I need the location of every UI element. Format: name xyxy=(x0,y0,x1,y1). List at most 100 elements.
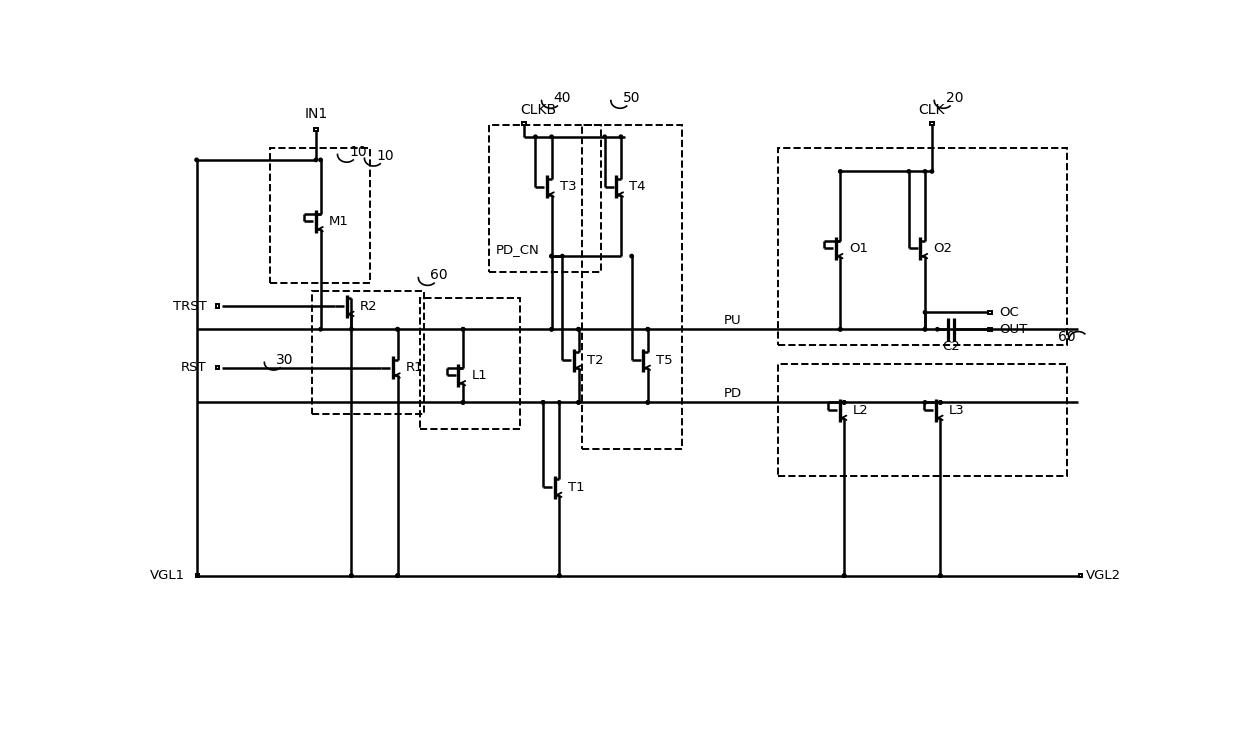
Text: R1: R1 xyxy=(405,362,424,374)
Circle shape xyxy=(542,401,544,404)
Circle shape xyxy=(396,327,399,331)
Circle shape xyxy=(646,327,650,331)
Circle shape xyxy=(560,254,564,258)
Circle shape xyxy=(646,327,650,331)
Text: CLK: CLK xyxy=(919,103,945,117)
Text: T2: T2 xyxy=(587,354,604,367)
Text: T3: T3 xyxy=(560,180,577,193)
Bar xyxy=(196,574,200,577)
Circle shape xyxy=(396,327,399,331)
Text: PD: PD xyxy=(724,386,743,399)
Text: 50: 50 xyxy=(622,91,640,105)
Bar xyxy=(988,311,992,314)
Bar xyxy=(216,366,219,370)
Text: 60: 60 xyxy=(430,268,448,282)
Circle shape xyxy=(619,135,622,139)
Circle shape xyxy=(577,327,580,331)
Circle shape xyxy=(549,327,553,331)
Circle shape xyxy=(577,327,580,331)
Text: PU: PU xyxy=(724,313,742,327)
Bar xyxy=(582,125,682,448)
Circle shape xyxy=(350,327,353,331)
Circle shape xyxy=(939,574,942,577)
Circle shape xyxy=(396,574,399,577)
Bar xyxy=(1079,574,1083,577)
Circle shape xyxy=(461,401,465,404)
Text: CLKB: CLKB xyxy=(520,103,556,117)
Text: T4: T4 xyxy=(630,180,646,193)
Text: T1: T1 xyxy=(568,480,584,494)
Text: OC: OC xyxy=(999,306,1019,319)
Text: L2: L2 xyxy=(853,404,868,416)
Circle shape xyxy=(319,158,322,162)
Bar xyxy=(270,148,370,283)
Circle shape xyxy=(533,135,537,139)
Circle shape xyxy=(842,401,846,404)
Text: 10: 10 xyxy=(377,149,394,163)
Circle shape xyxy=(558,574,560,577)
Circle shape xyxy=(549,327,553,331)
Circle shape xyxy=(842,574,846,577)
Text: R2: R2 xyxy=(360,300,377,313)
Circle shape xyxy=(924,170,926,173)
Text: T5: T5 xyxy=(656,354,673,367)
Bar xyxy=(312,291,424,414)
Circle shape xyxy=(195,158,198,162)
Circle shape xyxy=(350,574,353,577)
Text: C2: C2 xyxy=(942,340,960,353)
Text: O2: O2 xyxy=(934,242,952,255)
Bar xyxy=(216,305,219,308)
Circle shape xyxy=(939,401,942,404)
Bar xyxy=(777,148,1066,345)
Bar xyxy=(930,122,934,125)
Circle shape xyxy=(838,170,842,173)
Circle shape xyxy=(930,170,934,173)
Circle shape xyxy=(603,135,606,139)
Text: L3: L3 xyxy=(949,404,965,416)
Bar xyxy=(490,125,601,271)
Text: IN1: IN1 xyxy=(304,106,327,121)
Circle shape xyxy=(630,254,634,258)
Circle shape xyxy=(646,401,650,404)
Circle shape xyxy=(350,574,353,577)
Circle shape xyxy=(549,254,553,258)
Circle shape xyxy=(542,401,544,404)
Text: 60: 60 xyxy=(1058,330,1075,344)
Circle shape xyxy=(646,401,650,404)
Circle shape xyxy=(461,327,465,331)
Text: 10: 10 xyxy=(350,145,367,159)
Circle shape xyxy=(461,401,465,404)
Circle shape xyxy=(838,327,842,331)
Bar xyxy=(314,128,319,131)
Circle shape xyxy=(924,327,926,331)
Circle shape xyxy=(936,327,939,331)
Text: OUT: OUT xyxy=(999,323,1028,336)
Circle shape xyxy=(549,135,553,139)
Circle shape xyxy=(842,574,846,577)
Circle shape xyxy=(558,574,560,577)
Circle shape xyxy=(939,401,942,404)
Circle shape xyxy=(314,158,317,162)
Circle shape xyxy=(350,327,353,331)
Text: M1: M1 xyxy=(329,215,348,228)
Circle shape xyxy=(319,327,322,331)
Text: RST: RST xyxy=(181,362,207,374)
Circle shape xyxy=(577,401,580,404)
Text: VGL2: VGL2 xyxy=(1086,569,1121,582)
Bar xyxy=(420,298,520,429)
Bar xyxy=(777,364,1066,475)
Text: PD_CN: PD_CN xyxy=(496,243,539,256)
Circle shape xyxy=(577,401,580,404)
Circle shape xyxy=(908,170,910,173)
Circle shape xyxy=(939,574,942,577)
Circle shape xyxy=(842,401,846,404)
Circle shape xyxy=(924,327,926,331)
Bar xyxy=(522,122,526,125)
Text: 30: 30 xyxy=(277,353,294,367)
Text: TRST: TRST xyxy=(172,300,207,313)
Text: 40: 40 xyxy=(553,91,572,105)
Text: 20: 20 xyxy=(946,91,963,105)
Circle shape xyxy=(924,311,926,314)
Bar xyxy=(988,327,992,331)
Text: VGL1: VGL1 xyxy=(150,569,185,582)
